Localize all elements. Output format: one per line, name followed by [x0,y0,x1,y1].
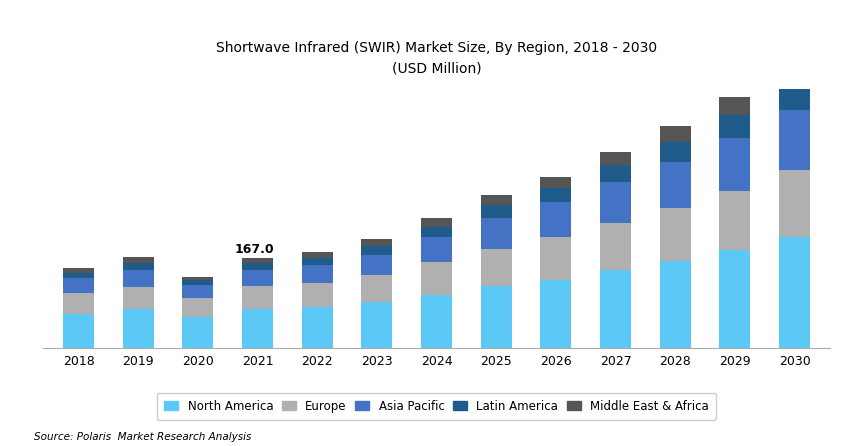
Bar [63,268,94,273]
Bar [719,250,751,348]
Title: Shortwave Infrared (SWIR) Market Size, By Region, 2018 - 2030
(USD Million): Shortwave Infrared (SWIR) Market Size, B… [216,41,657,75]
Bar [719,97,751,115]
Bar [242,263,273,270]
Bar [719,115,751,138]
Bar [540,177,572,188]
Bar [481,218,512,248]
Bar [660,142,691,162]
Bar [301,252,333,258]
Bar [719,138,751,191]
Text: 167.0: 167.0 [235,243,275,256]
Bar [540,237,572,280]
Bar [242,309,273,348]
Bar [63,293,94,314]
Bar [122,263,154,270]
Bar [361,246,392,255]
Bar [301,307,333,348]
Bar [540,188,572,202]
Bar [600,223,631,270]
Text: Source: Polaris  Market Research Analysis: Source: Polaris Market Research Analysis [34,432,252,442]
Legend: North America, Europe, Asia Pacific, Latin America, Middle East & Africa: North America, Europe, Asia Pacific, Lat… [158,392,716,420]
Bar [242,286,273,309]
Bar [63,278,94,293]
Bar [182,277,213,280]
Bar [63,273,94,278]
Bar [481,194,512,205]
Bar [660,126,691,142]
Bar [182,285,213,298]
Bar [421,294,452,348]
Bar [600,182,631,223]
Bar [719,191,751,250]
Bar [361,255,392,275]
Bar [421,262,452,294]
Bar [481,248,512,286]
Bar [301,283,333,307]
Bar [779,170,810,237]
Bar [421,218,452,227]
Bar [122,310,154,348]
Bar [421,237,452,262]
Bar [779,83,810,110]
Bar [660,162,691,208]
Bar [540,280,572,348]
Bar [182,298,213,317]
Bar [122,257,154,263]
Bar [660,261,691,348]
Bar [779,63,810,83]
Bar [361,275,392,302]
Bar [242,270,273,286]
Bar [600,152,631,165]
Bar [182,280,213,285]
Bar [301,265,333,283]
Bar [421,227,452,237]
Bar [481,205,512,218]
Bar [301,258,333,265]
Bar [122,287,154,310]
Bar [600,165,631,182]
Bar [361,302,392,348]
Bar [540,202,572,237]
Bar [779,237,810,348]
Bar [600,270,631,348]
Bar [660,208,691,261]
Bar [182,317,213,348]
Bar [242,258,273,263]
Bar [122,270,154,287]
Bar [361,239,392,246]
Bar [63,314,94,348]
Bar [481,286,512,348]
Bar [779,110,810,170]
